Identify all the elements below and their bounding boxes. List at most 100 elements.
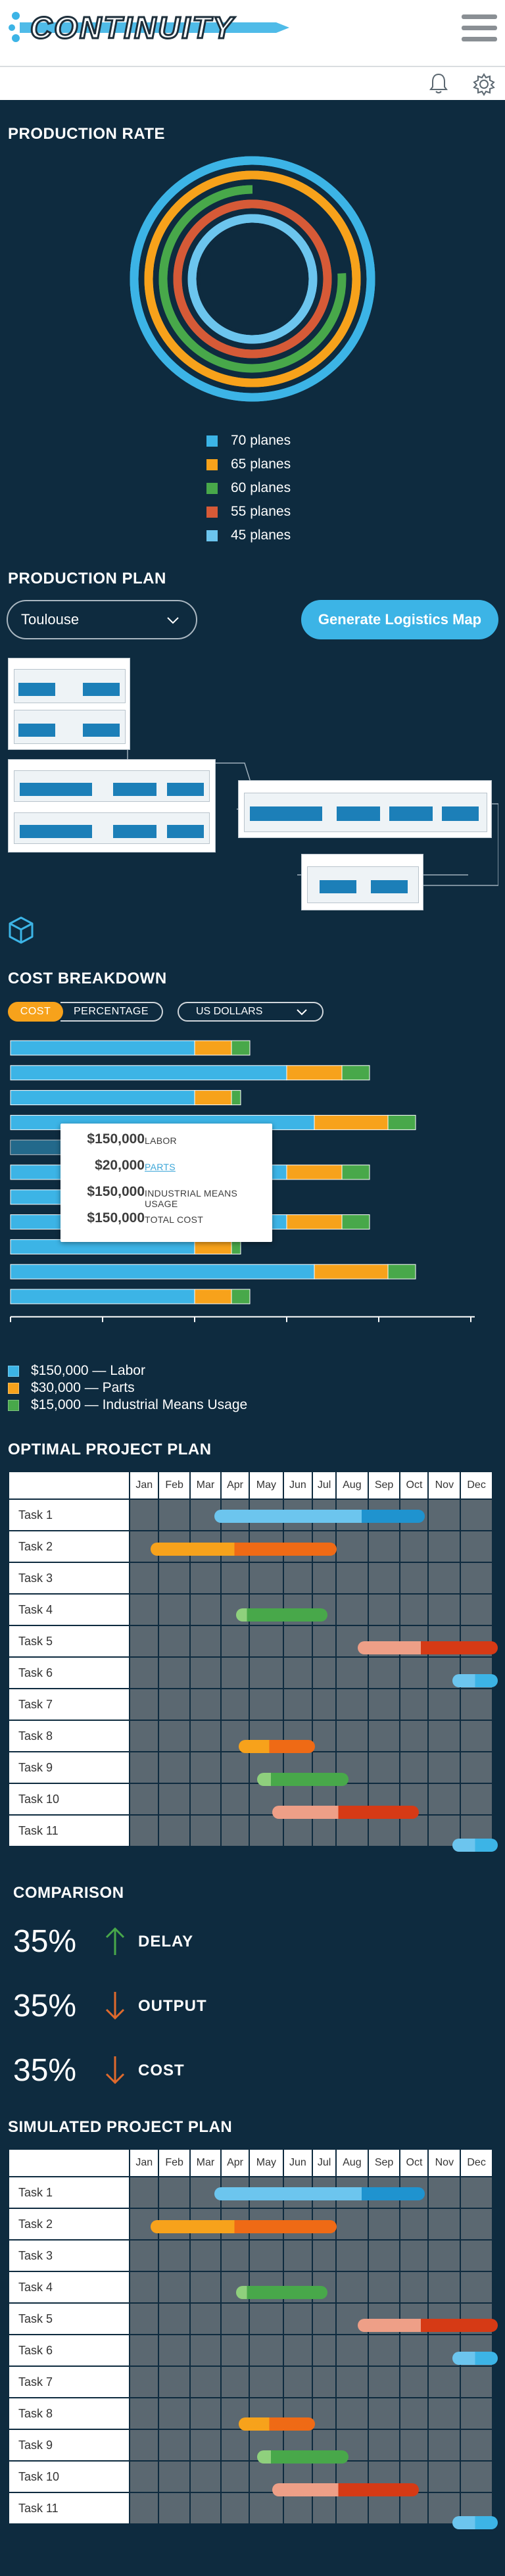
cost-bar-segment[interactable] bbox=[10, 1289, 195, 1304]
cost-bar-segment[interactable] bbox=[231, 1289, 251, 1304]
task-label[interactable]: Task 9 bbox=[8, 2429, 130, 2462]
gantt-bar[interactable] bbox=[239, 2417, 316, 2431]
cost-bar-segment[interactable] bbox=[194, 1040, 232, 1056]
task-label[interactable]: Task 3 bbox=[8, 1562, 130, 1595]
cost-bar-segment[interactable] bbox=[341, 1214, 370, 1230]
gantt-bar[interactable] bbox=[235, 2286, 327, 2299]
task-label[interactable]: Task 7 bbox=[8, 2365, 130, 2398]
task-label[interactable]: Task 4 bbox=[8, 1593, 130, 1626]
diagram-node bbox=[20, 783, 92, 796]
task-label[interactable]: Task 8 bbox=[8, 1720, 130, 1752]
task-label[interactable]: Task 1 bbox=[8, 2176, 130, 2209]
cost-bar-segment[interactable] bbox=[231, 1090, 241, 1106]
gantt-bar[interactable] bbox=[239, 1740, 316, 1753]
gantt-bar[interactable] bbox=[452, 1839, 498, 1852]
gantt-cell bbox=[249, 1562, 284, 1595]
gantt-bar[interactable] bbox=[257, 2450, 349, 2464]
gantt-cell bbox=[158, 2460, 191, 2493]
comparison-delay-label: DELAY bbox=[138, 1933, 194, 1950]
gantt-cell bbox=[460, 1783, 493, 1816]
continuity-logo[interactable]: CONTINUITY bbox=[7, 7, 289, 47]
gear-icon[interactable] bbox=[472, 72, 496, 96]
cost-bar-segment[interactable] bbox=[10, 1264, 315, 1279]
gantt-bar[interactable] bbox=[272, 2483, 419, 2496]
cost-bar-segment[interactable] bbox=[10, 1090, 195, 1106]
gantt-cell bbox=[282, 1814, 314, 1847]
task-label[interactable]: Task 2 bbox=[8, 2208, 130, 2241]
cost-bar-segment[interactable] bbox=[194, 1289, 232, 1304]
gantt-bar[interactable] bbox=[272, 1806, 419, 1819]
task-label[interactable]: Task 2 bbox=[8, 1530, 130, 1563]
gantt-bar[interactable] bbox=[214, 2187, 425, 2200]
toggle-cost[interactable]: COST bbox=[8, 1002, 63, 1022]
gantt-cell bbox=[427, 1499, 462, 1531]
cost-bar-segment[interactable] bbox=[286, 1164, 343, 1180]
gantt-bar[interactable] bbox=[151, 1543, 337, 1556]
cost-bar-segment[interactable] bbox=[286, 1065, 343, 1081]
gantt-bar[interactable] bbox=[257, 1773, 349, 1786]
gantt-cell bbox=[220, 1751, 251, 1784]
gantt-bar[interactable] bbox=[214, 1510, 425, 1523]
hamburger-icon[interactable] bbox=[462, 14, 497, 47]
gantt-cell bbox=[128, 2429, 160, 2462]
task-label[interactable]: Task 10 bbox=[8, 1783, 130, 1816]
generate-logistics-map-button[interactable]: Generate Logistics Map bbox=[301, 600, 498, 639]
gantt-bar[interactable] bbox=[452, 2516, 498, 2529]
production-plan-diagram[interactable] bbox=[8, 658, 498, 914]
task-label[interactable]: Task 3 bbox=[8, 2239, 130, 2272]
task-label[interactable]: Task 6 bbox=[8, 2334, 130, 2367]
task-label[interactable]: Task 11 bbox=[8, 2492, 130, 2525]
cost-bar-segment[interactable] bbox=[387, 1264, 416, 1279]
task-label[interactable]: Task 6 bbox=[8, 1656, 130, 1689]
gantt-cell bbox=[427, 1530, 462, 1563]
month-header: Apr bbox=[220, 2148, 251, 2177]
legend-swatch bbox=[206, 530, 218, 541]
cost-bar-segment[interactable] bbox=[231, 1040, 251, 1056]
cost-bar-segment[interactable] bbox=[387, 1114, 416, 1130]
section-title-production-rate: PRODUCTION RATE bbox=[8, 125, 166, 143]
currency-select[interactable]: US DOLLARS bbox=[178, 1002, 324, 1022]
tooltip-row: $150,000 INDUSTRIAL MEANS USAGE bbox=[60, 1180, 272, 1209]
cost-bar-segment[interactable] bbox=[286, 1214, 343, 1230]
location-select[interactable]: Toulouse bbox=[7, 600, 197, 639]
tooltip-link-parts[interactable]: PARTS bbox=[145, 1162, 176, 1172]
cube-icon[interactable] bbox=[8, 916, 34, 945]
diagram-group bbox=[244, 793, 487, 832]
gantt-cell bbox=[128, 1688, 160, 1721]
gantt-cell bbox=[282, 2302, 314, 2335]
gantt-bar[interactable] bbox=[357, 2319, 498, 2332]
bell-icon[interactable] bbox=[429, 72, 448, 95]
task-label[interactable]: Task 1 bbox=[8, 1499, 130, 1531]
cost-bar-segment[interactable] bbox=[314, 1264, 389, 1279]
cost-bar-segment[interactable] bbox=[341, 1065, 370, 1081]
gantt-cell bbox=[399, 1688, 429, 1721]
gantt-bar[interactable] bbox=[357, 1641, 498, 1654]
optimal-gantt-chart: Jan Feb Mar Apr May Jun Jul Aug Sep Oct Nov Dec Task… bbox=[0, 1471, 505, 1866]
gantt-bar[interactable] bbox=[452, 2352, 498, 2365]
gantt-cell bbox=[335, 2208, 369, 2241]
toggle-percentage[interactable]: PERCENTAGE bbox=[60, 1002, 163, 1022]
gantt-cell bbox=[128, 1499, 160, 1531]
cost-bar-segment[interactable] bbox=[10, 1040, 195, 1056]
cost-bar-segment[interactable] bbox=[341, 1164, 370, 1180]
gantt-cell bbox=[460, 2176, 493, 2209]
task-label[interactable]: Task 9 bbox=[8, 1751, 130, 1784]
task-label[interactable]: Task 10 bbox=[8, 2460, 130, 2493]
task-label[interactable]: Task 11 bbox=[8, 1814, 130, 1847]
gantt-bar[interactable] bbox=[452, 1674, 498, 1687]
gantt-cell bbox=[427, 2208, 462, 2241]
task-label[interactable]: Task 7 bbox=[8, 1688, 130, 1721]
gantt-bar[interactable] bbox=[235, 1608, 327, 1622]
section-title-cost-breakdown: COST BREAKDOWN bbox=[8, 970, 167, 987]
task-label[interactable]: Task 5 bbox=[8, 2302, 130, 2335]
task-label[interactable]: Task 8 bbox=[8, 2397, 130, 2430]
gantt-bar[interactable] bbox=[151, 2220, 337, 2233]
tooltip-value: $150,000 bbox=[87, 1210, 145, 1226]
cost-bar-segment[interactable] bbox=[314, 1114, 389, 1130]
gantt-cell bbox=[220, 1814, 251, 1847]
cost-bar-segment[interactable] bbox=[10, 1065, 287, 1081]
gantt-cell bbox=[335, 1593, 369, 1626]
task-label[interactable]: Task 5 bbox=[8, 1625, 130, 1658]
cost-bar-segment[interactable] bbox=[194, 1090, 232, 1106]
task-label[interactable]: Task 4 bbox=[8, 2271, 130, 2304]
